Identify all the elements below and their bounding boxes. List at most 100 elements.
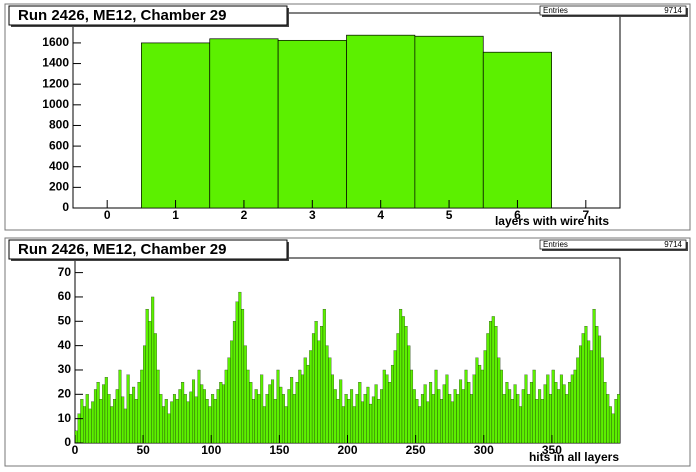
x-tick-label: 6 <box>514 208 521 222</box>
x-tick-label: 1 <box>172 208 179 222</box>
histogram-bar <box>104 377 108 444</box>
histogram-bar <box>399 308 403 444</box>
histogram-bar <box>440 399 443 444</box>
histogram-bar <box>200 384 204 444</box>
histogram-bar <box>554 382 558 444</box>
x-tick-label: 5 <box>446 208 453 222</box>
x-tick-label: 350 <box>542 443 562 457</box>
histogram-bar <box>551 369 555 444</box>
histogram-bar <box>85 394 89 444</box>
histogram-bar <box>170 401 174 444</box>
x-tick-label: 150 <box>269 443 289 457</box>
histogram-bar <box>369 403 373 444</box>
histogram-bar <box>595 326 599 444</box>
histogram-bar <box>358 382 362 444</box>
histogram-bar <box>209 38 279 209</box>
histogram-bar <box>499 369 503 444</box>
histogram-bar <box>265 394 269 444</box>
histogram-bar <box>570 374 574 444</box>
histogram-bar <box>497 357 501 444</box>
histogram-bar <box>377 399 381 444</box>
histogram-bar <box>352 406 356 444</box>
histogram-bar <box>437 389 441 444</box>
histogram-bar <box>445 374 449 444</box>
histogram-bar <box>600 357 604 444</box>
histogram-bar <box>88 408 92 444</box>
histogram-bar <box>371 396 375 444</box>
stats-value: 9714 <box>664 6 682 15</box>
histogram-bar <box>143 345 146 444</box>
histogram-bar <box>273 399 277 444</box>
histogram-bar <box>181 382 185 444</box>
histogram-bar <box>475 357 479 444</box>
histogram-bar <box>540 399 544 444</box>
chart-title: Run 2426, ME12, Chamber 29 <box>18 241 226 258</box>
histogram-bar <box>404 326 408 444</box>
histogram-bar <box>235 301 239 444</box>
histogram-bar <box>227 357 231 444</box>
histogram-bar <box>83 406 87 444</box>
histogram-bar <box>502 394 506 444</box>
x-tick-label: 0 <box>72 443 79 457</box>
histogram-bar <box>568 382 572 444</box>
histogram-bar <box>141 42 211 209</box>
y-tick-label: 20 <box>58 386 72 400</box>
histogram-bar <box>538 389 542 444</box>
histogram-bar <box>336 399 340 444</box>
histogram-bar <box>483 350 487 444</box>
histogram-bar <box>252 399 255 444</box>
histogram-bar <box>470 394 473 444</box>
x-axis-label: hits in all layers <box>529 450 619 464</box>
histogram-bar <box>390 364 394 444</box>
histogram-bar <box>407 345 411 444</box>
histogram-bar <box>535 399 539 444</box>
title-box <box>8 5 288 26</box>
histogram-bar <box>467 382 471 444</box>
histogram-bar <box>412 389 416 444</box>
histogram-bar <box>420 394 424 444</box>
histogram-bar <box>309 350 313 444</box>
x-tick-label: 100 <box>201 443 221 457</box>
histogram-bar <box>132 386 136 444</box>
histogram-bar <box>145 308 149 444</box>
histogram-bar <box>516 394 520 444</box>
title-box <box>8 239 288 260</box>
histogram-bar <box>320 326 324 444</box>
histogram-bar <box>246 369 250 444</box>
y-tick-label: 1600 <box>42 35 69 49</box>
histogram-bar <box>197 369 201 444</box>
histogram-bar <box>96 382 100 444</box>
histogram-bar <box>260 374 264 444</box>
histogram-bar <box>183 394 187 444</box>
histogram-bar <box>205 399 209 444</box>
histogram-bar <box>508 389 512 444</box>
histogram-bar <box>118 369 122 444</box>
histogram-bar <box>107 394 111 444</box>
histogram-bar <box>393 350 397 444</box>
histogram-bar <box>115 389 119 444</box>
x-tick-label: 250 <box>406 443 426 457</box>
histogram-bar <box>482 51 552 209</box>
histogram-bar <box>230 340 234 444</box>
histogram-bar <box>287 389 291 444</box>
histogram-bar <box>189 391 193 444</box>
histogram-bar <box>414 35 484 209</box>
histogram-bar <box>431 394 435 444</box>
histogram-bar <box>617 394 621 444</box>
stats-label: Entries <box>543 6 568 15</box>
histogram-bar <box>346 34 416 209</box>
stats-value: 9714 <box>664 240 682 249</box>
histogram-bar <box>178 389 182 444</box>
x-axis-label: layers with wire hits <box>495 214 609 228</box>
histogram-bar <box>232 321 236 444</box>
x-tick-label: 3 <box>309 208 316 222</box>
stats-box <box>539 239 687 250</box>
histogram-bar <box>126 374 130 444</box>
histogram-bar <box>281 394 285 444</box>
histogram-bar <box>366 386 370 444</box>
x-tick-label: 0 <box>104 208 111 222</box>
y-tick-label: 1200 <box>42 76 69 90</box>
histogram-bar <box>579 345 582 444</box>
histogram-bar <box>257 394 261 444</box>
histogram-bar <box>91 401 95 444</box>
